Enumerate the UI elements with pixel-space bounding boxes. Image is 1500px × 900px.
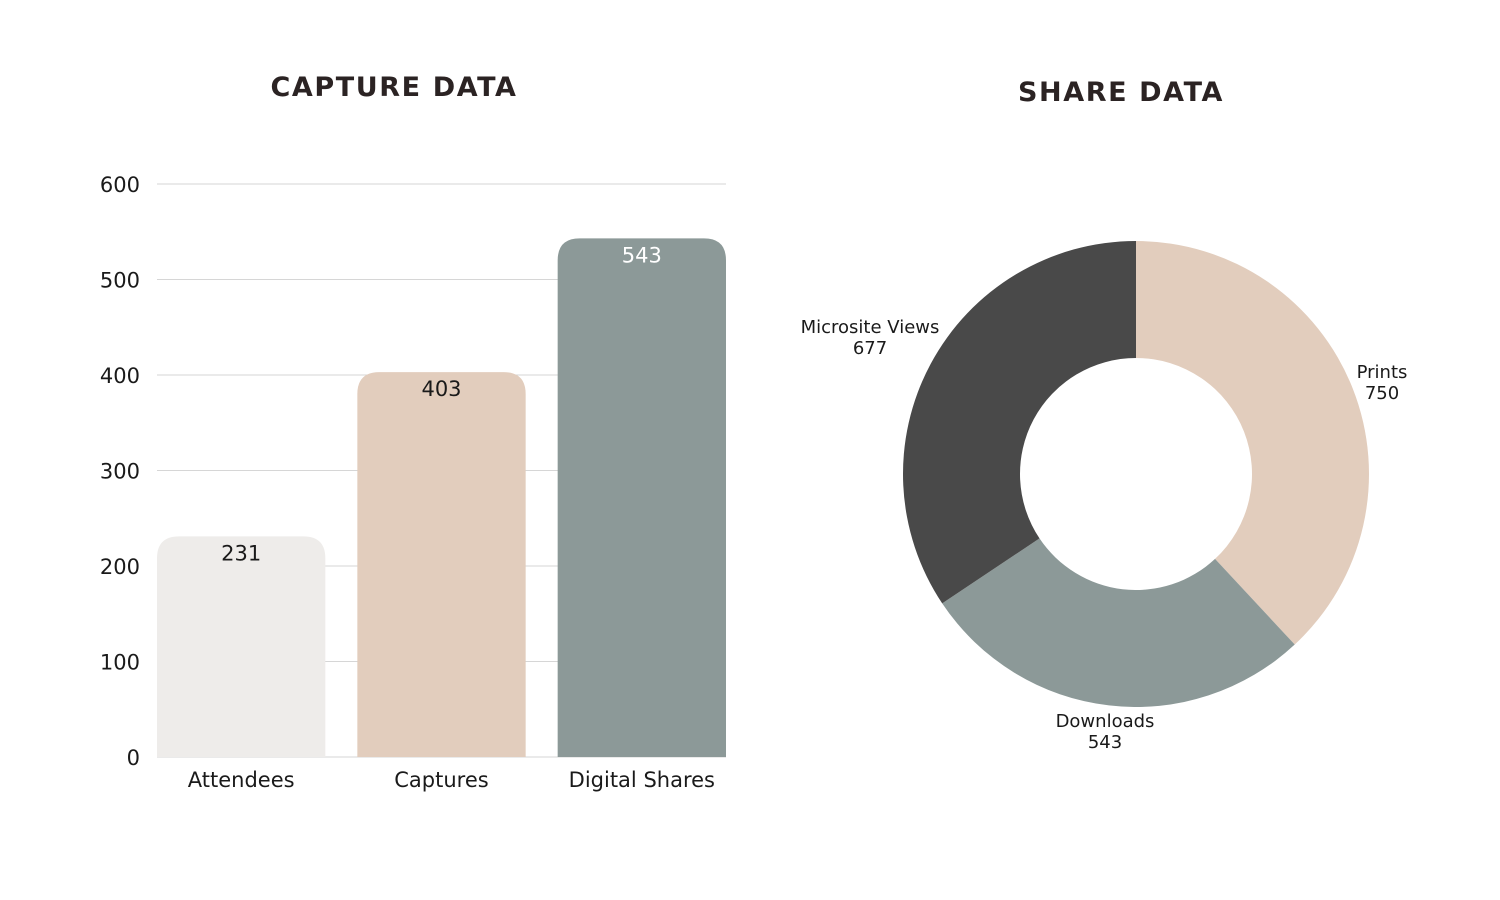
bar-attendees [157, 536, 326, 757]
bar-value-label-captures: 403 [421, 377, 461, 401]
slice-downloads [942, 538, 1295, 708]
slice-label-microsite-views: Microsite Views [801, 317, 940, 338]
y-tick-label: 0 [127, 746, 140, 770]
slice-value-downloads: 543 [1088, 732, 1122, 753]
slice-prints [1136, 241, 1370, 645]
x-tick-label-digital-shares: Digital Shares [569, 768, 715, 792]
x-tick-label-captures: Captures [394, 768, 488, 792]
bar-chart-bars: 231 403 543 [157, 238, 726, 757]
slice-microsite-views [903, 241, 1136, 604]
y-tick-label: 200 [100, 555, 140, 579]
bar-value-label-digital-shares: 543 [622, 243, 662, 267]
x-tick-label-attendees: Attendees [188, 768, 295, 792]
capture-data-title: CAPTURE DATA [270, 72, 518, 103]
slice-value-microsite-views: 677 [853, 338, 887, 359]
y-tick-label: 100 [100, 651, 140, 675]
bar-captures [357, 372, 526, 757]
y-tick-label: 300 [100, 460, 140, 484]
y-tick-label: 400 [100, 364, 140, 388]
bar-value-label-attendees: 231 [221, 541, 261, 565]
y-tick-label: 600 [100, 173, 140, 197]
share-data-title: SHARE DATA [1017, 77, 1224, 108]
donut-chart-slices [903, 241, 1370, 708]
y-tick-label: 500 [100, 269, 140, 293]
bar-chart-x-axis: Attendees Captures Digital Shares [188, 768, 715, 792]
slice-label-downloads: Downloads [1056, 711, 1155, 732]
bar-digital-shares [557, 238, 726, 757]
slice-value-prints: 750 [1365, 383, 1399, 404]
bar-chart-y-axis: 0 100 200 300 400 500 600 [100, 173, 140, 770]
slice-label-prints: Prints [1357, 362, 1408, 383]
